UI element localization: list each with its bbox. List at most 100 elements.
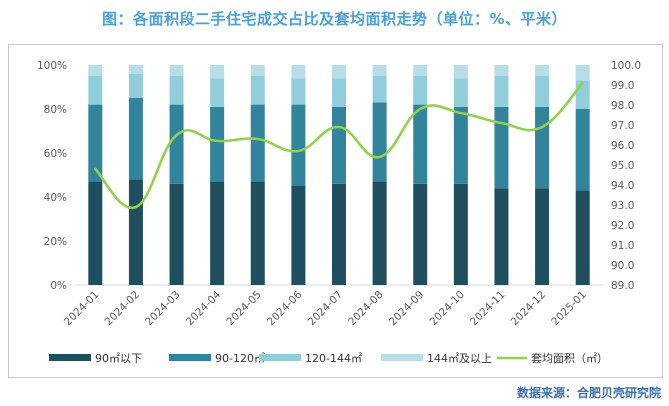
- x-tick-label: 2024-04: [184, 288, 224, 328]
- y-left-tick-label: 20%: [44, 236, 67, 248]
- bar-segment: [413, 76, 428, 105]
- y-right-tick-label: 89.0: [611, 280, 634, 292]
- y-right-tick-label: 99.0: [611, 80, 634, 92]
- y-left-tick-label: 100%: [37, 60, 67, 72]
- bar-segment: [453, 106, 468, 184]
- bar-segment: [494, 106, 509, 189]
- legend-swatch: [169, 354, 211, 361]
- chart-title: 图：各面积段二手住宅成交占比及套均面积走势（单位：%、平米）: [101, 10, 568, 28]
- legend-label: 90-120㎡: [215, 352, 265, 365]
- legend-swatch: [49, 354, 91, 361]
- y-right-tick-label: 96.0: [611, 140, 634, 152]
- bar-segment: [413, 104, 428, 184]
- x-tick-label: 2025-01: [549, 289, 589, 329]
- bar-segment: [535, 106, 550, 189]
- y-left-tick-label: 60%: [44, 148, 67, 160]
- data-source: 数据来源：合肥贝壳研究院: [516, 386, 661, 400]
- legend-label: 90㎡以下: [95, 352, 142, 365]
- y-right-tick-label: 97.0: [611, 120, 634, 132]
- bar-segment: [291, 104, 306, 186]
- bar-segment: [169, 104, 184, 184]
- bar-segment: [453, 65, 468, 79]
- x-tick-label: 2024-09: [387, 289, 427, 329]
- bar-segment: [575, 65, 590, 81]
- x-tick-label: 2024-08: [346, 289, 386, 329]
- bar-segment: [210, 106, 225, 182]
- legend-swatch: [381, 354, 423, 361]
- bar-segment: [210, 181, 225, 285]
- y-right-tick-label: 91.0: [611, 240, 634, 252]
- x-tick-label: 2024-03: [143, 289, 183, 329]
- legend: 90㎡以下 90-120㎡ 120-144㎡ 144㎡及以上 套均面积（㎡）: [49, 352, 608, 365]
- x-tick-label: 2024-10: [427, 289, 467, 329]
- bar-segment: [210, 78, 225, 107]
- x-tick-label: 2024-05: [224, 289, 264, 329]
- bar-segment: [332, 183, 346, 285]
- bar-segment: [250, 104, 265, 182]
- x-tick-label: 2024-11: [468, 289, 508, 329]
- bar-segment: [575, 190, 590, 285]
- bar-segment: [291, 186, 306, 285]
- bar-segment: [372, 76, 387, 103]
- bar-segment: [128, 98, 143, 180]
- bar-segment: [291, 78, 306, 105]
- bar-segment: [88, 181, 103, 285]
- bar-segment: [453, 78, 468, 107]
- y-left-tick-label: 0%: [50, 280, 67, 292]
- bar-segment: [88, 65, 103, 76]
- y-left-tick-label: 80%: [44, 104, 67, 116]
- bar-segment: [453, 183, 468, 285]
- legend-label: 套均面积（㎡）: [531, 352, 608, 365]
- bar-segment: [372, 65, 387, 76]
- chart-plot: 0% 20% 40% 60% 80% 100% 89.0 90.0 91.0 92.0 93.0 94…: [37, 60, 641, 365]
- bar-segment: [494, 188, 509, 285]
- average-area-line-path: [94, 81, 584, 210]
- bar-segment: [250, 76, 265, 105]
- y-right-tick-label: 93.0: [611, 200, 634, 212]
- bar-segment: [169, 76, 184, 105]
- bar-segment: [332, 106, 346, 184]
- y-right-tick-label: 98.0: [611, 100, 634, 112]
- y-right-tick-label: 100.0: [611, 60, 641, 72]
- x-tick-label: 2024-12: [509, 289, 549, 329]
- bar-segment: [128, 73, 143, 98]
- bar-segment: [332, 78, 346, 107]
- bar-segment: [210, 65, 225, 79]
- x-tick-label: 2024-06: [265, 288, 305, 328]
- bar-segment: [88, 104, 103, 182]
- y-right-tick-label: 95.0: [611, 160, 634, 172]
- bar-segment: [535, 76, 550, 107]
- x-tick-label: 2024-07: [306, 289, 346, 329]
- bar-segment: [169, 65, 184, 76]
- bar-segment: [494, 65, 509, 76]
- bar-segment: [169, 183, 184, 285]
- bar-segment: [494, 76, 509, 107]
- bars: [88, 65, 590, 285]
- bar-segment: [332, 65, 346, 79]
- bar-segment: [535, 188, 550, 285]
- legend-swatch: [259, 354, 301, 361]
- bar-segment: [291, 65, 306, 79]
- y-right-tick-label: 94.0: [611, 180, 634, 192]
- bar-segment: [128, 179, 143, 285]
- x-tick-label: 2024-02: [103, 289, 143, 329]
- y-right-tick-label: 90.0: [611, 260, 634, 272]
- bar-segment: [88, 76, 103, 105]
- bar-segment: [128, 65, 143, 74]
- bar-segment: [372, 102, 387, 182]
- y-left-tick-label: 40%: [44, 192, 67, 204]
- bar-segment: [575, 109, 590, 191]
- axes: 0% 20% 40% 60% 80% 100% 89.0 90.0 91.0 92.0 93.0 94…: [37, 60, 641, 292]
- bar-segment: [372, 181, 387, 285]
- bar-segment: [413, 65, 428, 76]
- x-tick-labels: 2024-01 2024-02 2024-03 2024-04 2024-05 2024-…: [62, 288, 589, 328]
- bar-segment: [535, 65, 550, 76]
- y-right-tick-label: 92.0: [611, 220, 634, 232]
- average-area-line: [94, 81, 584, 210]
- bar-segment: [413, 183, 428, 285]
- legend-label: 144㎡及以上: [427, 352, 492, 365]
- legend-label: 120-144㎡: [305, 352, 362, 365]
- x-tick-label: 2024-01: [62, 289, 102, 329]
- chart-frame: 0% 20% 40% 60% 80% 100% 89.0 90.0 91.0 92.0 93.0 94…: [8, 44, 663, 378]
- bar-segment: [250, 65, 265, 76]
